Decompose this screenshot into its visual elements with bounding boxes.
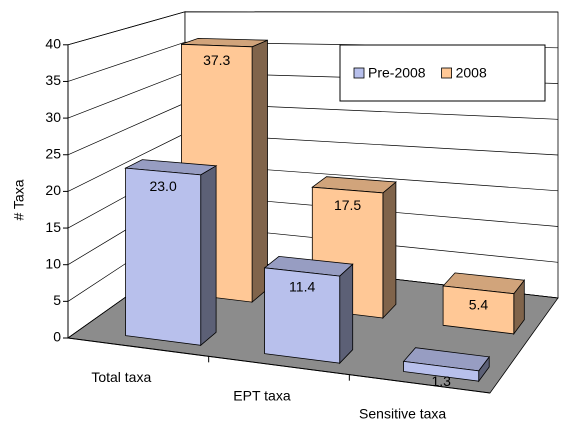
y-axis-label: # Taxa [11,179,27,220]
bar-side [339,263,354,365]
bar-side [200,165,217,347]
bar-side [251,39,268,303]
value-label: 37.3 [203,52,230,68]
y-tick-label: 10 [45,255,61,271]
bar-front [403,360,480,382]
bar-side [382,181,397,319]
bar [263,255,354,365]
legend-swatch [441,67,452,79]
legend-label: Pre-2008 [368,65,426,81]
bar-front [125,167,202,346]
bar [311,176,397,319]
y-tick-label: 30 [45,109,61,125]
bar [124,159,218,347]
grid-line [67,11,559,46]
x-tick-label: Sensitive taxa [359,406,446,422]
x-axis [67,337,491,394]
value-label: 17.5 [334,197,361,213]
y-tick-label: 0 [53,329,61,345]
value-label: 23.0 [149,178,176,194]
bar [442,272,526,336]
value-label: 11.4 [289,279,315,295]
value-label: 5.4 [469,297,489,313]
y-tick-label: 25 [45,145,61,161]
legend-label: 2008 [456,65,487,81]
y-tick-label: 35 [45,72,61,88]
x-tick-label: EPT taxa [233,387,291,403]
y-tick-label: 15 [45,219,61,235]
bar-front [264,267,341,364]
x-tick-label: Total taxa [91,369,151,385]
y-tick-label: 5 [53,292,61,308]
legend-swatch [353,67,365,79]
value-label: 1.3 [431,373,451,389]
y-tick-label: 20 [45,182,61,198]
y-tick-label: 40 [45,36,61,52]
bar [402,347,490,383]
bar-front [442,285,515,335]
